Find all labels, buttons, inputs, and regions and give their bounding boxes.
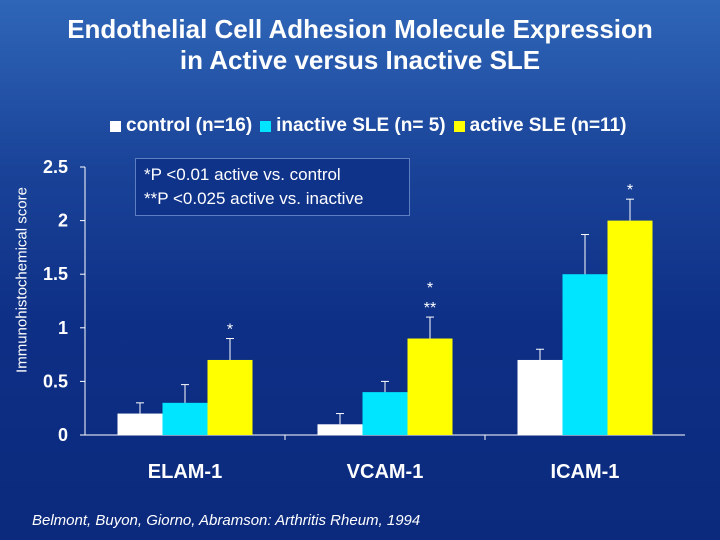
y-tick-label: 1 bbox=[58, 318, 68, 338]
x-tick-label: ICAM-1 bbox=[551, 461, 620, 483]
note-line-2: **P <0.025 active vs. inactive bbox=[144, 189, 364, 208]
bars bbox=[117, 198, 653, 435]
x-tick-label: VCAM-1 bbox=[347, 461, 424, 483]
y-tick-label: 2.5 bbox=[43, 157, 68, 177]
legend-label-control: control (n=16) bbox=[126, 115, 253, 136]
bar bbox=[317, 424, 363, 435]
chart-title: Endothelial Cell Adhesion Molecule Expre… bbox=[0, 14, 720, 76]
legend-item-active: active SLE (n=11) bbox=[453, 115, 627, 137]
legend-item-inactive: inactive SLE (n= 5) bbox=[260, 115, 446, 137]
note-line-1: *P <0.01 active vs. control bbox=[144, 165, 341, 184]
significance-marker: * bbox=[627, 182, 633, 199]
citation: Belmont, Buyon, Giorno, Abramson: Arthri… bbox=[32, 512, 421, 529]
bar bbox=[207, 359, 253, 435]
significance-marker: * bbox=[227, 322, 233, 339]
y-tick-label: 2 bbox=[58, 211, 68, 231]
significance-note: *P <0.01 active vs. control **P <0.025 a… bbox=[135, 158, 410, 216]
y-tick-label: 0 bbox=[58, 425, 68, 445]
legend-item-control: control (n=16) bbox=[110, 115, 252, 137]
legend-label-inactive: inactive SLE (n= 5) bbox=[276, 115, 446, 136]
legend-label-active: active SLE (n=11) bbox=[469, 115, 627, 136]
bar bbox=[117, 413, 163, 435]
legend-swatch-control bbox=[110, 120, 121, 132]
title-line-1: Endothelial Cell Adhesion Molecule Expre… bbox=[67, 14, 653, 44]
significance-marker: ** bbox=[424, 300, 436, 317]
bar bbox=[517, 359, 563, 435]
legend-swatch-active bbox=[453, 120, 465, 132]
bar bbox=[162, 402, 208, 435]
title-line-2: in Active versus Inactive SLE bbox=[179, 45, 541, 75]
legend: control (n=16) inactive SLE (n= 5) activ… bbox=[110, 114, 634, 138]
bar bbox=[362, 392, 408, 435]
y-tick-label: 0.5 bbox=[43, 371, 68, 391]
bar bbox=[407, 338, 453, 435]
legend-swatch-inactive bbox=[260, 120, 272, 132]
y-tick-label: 1.5 bbox=[43, 264, 68, 284]
x-tick-label: ELAM-1 bbox=[148, 461, 222, 483]
bar bbox=[562, 274, 608, 435]
significance-marker: * bbox=[427, 280, 433, 297]
bar bbox=[607, 220, 653, 435]
